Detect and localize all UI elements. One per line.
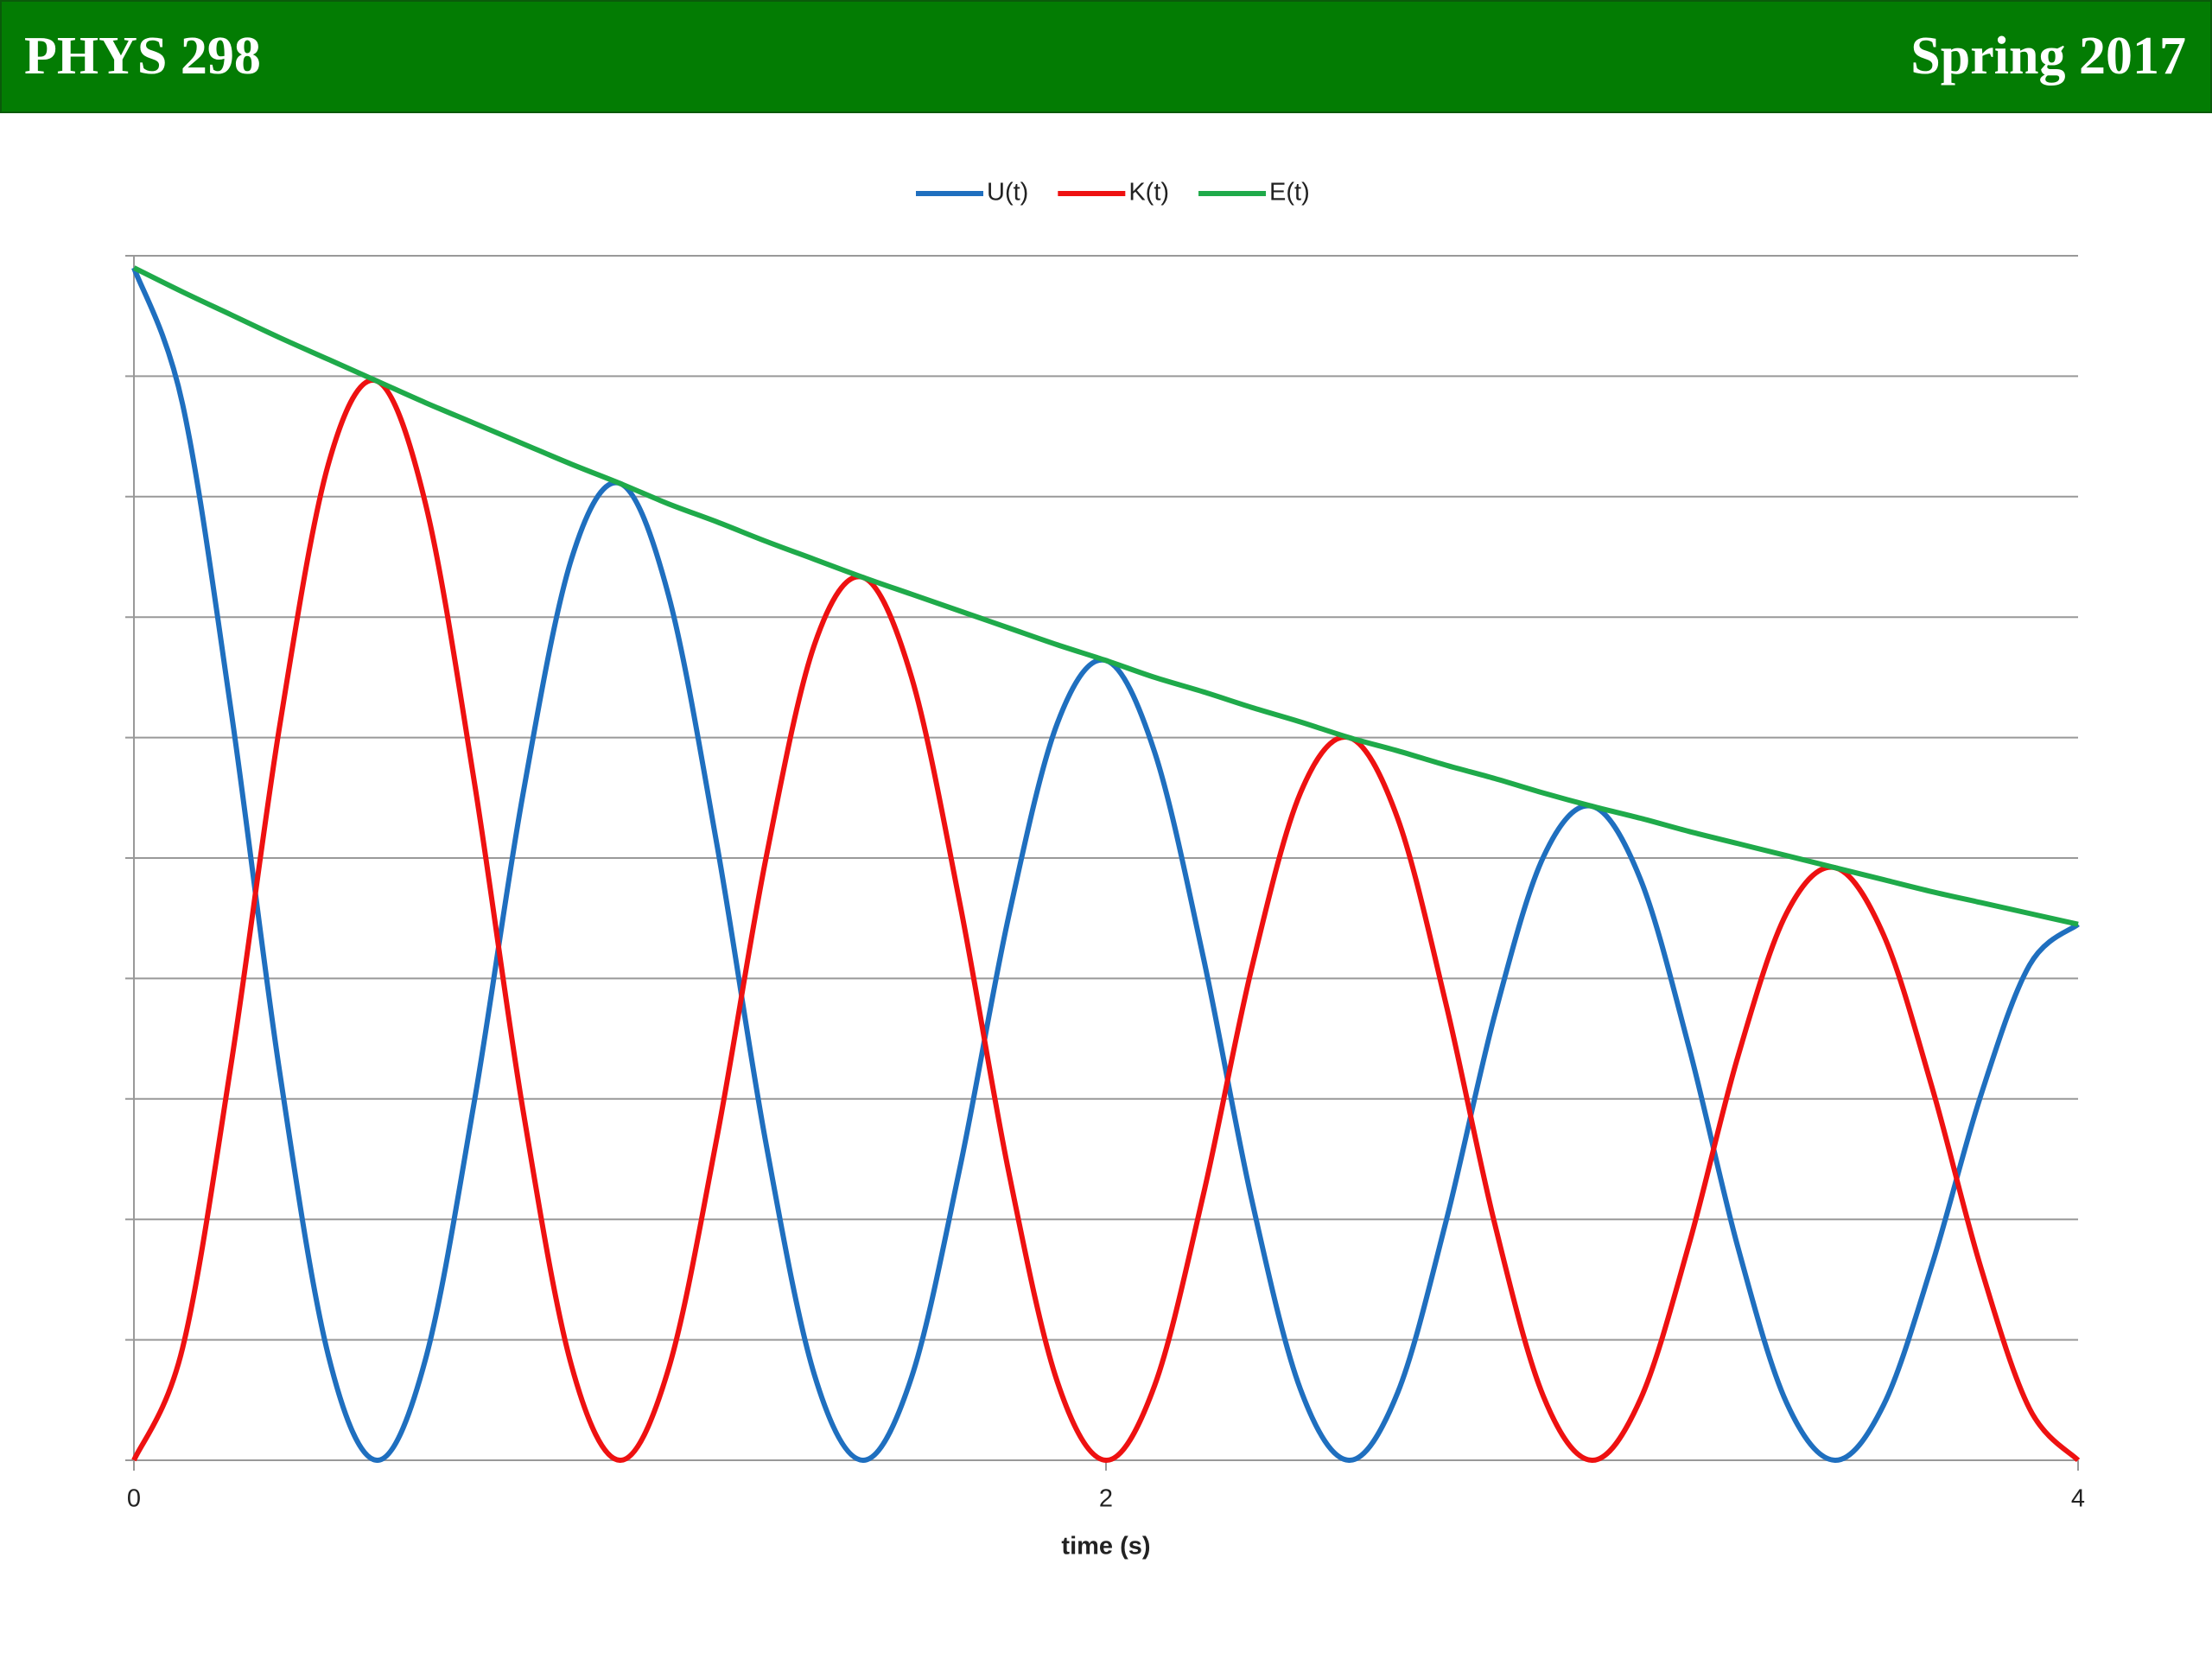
x-tick-label: 0 bbox=[127, 1485, 141, 1513]
legend-label: K(t) bbox=[1128, 179, 1169, 207]
series-line bbox=[132, 265, 2079, 927]
header-bar: PHYS 298 Spring 2017 bbox=[0, 0, 2212, 113]
x-tick-label: 2 bbox=[1099, 1485, 1113, 1513]
x-axis-label: time (s) bbox=[1061, 1533, 1150, 1560]
series-line bbox=[131, 378, 2081, 1464]
legend-label: E(t) bbox=[1269, 179, 1310, 207]
course-title: PHYS 298 bbox=[24, 27, 261, 86]
series-line bbox=[131, 266, 2080, 1464]
term: Spring 2017 bbox=[1910, 27, 2186, 86]
legend-label: U(t) bbox=[987, 179, 1028, 207]
x-tick-label: 4 bbox=[2071, 1485, 2085, 1513]
